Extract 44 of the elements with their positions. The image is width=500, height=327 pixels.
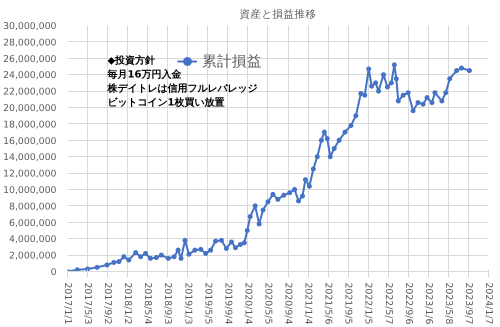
x-tick-label: 2017/1/1 [62,282,73,324]
annotation: ◆投資方針 [108,54,156,66]
y-tick-label: 14,000,000 [3,152,57,164]
y-tick-label: 0 [50,267,57,278]
y-tick-label: 24,000,000 [3,70,57,82]
x-tick-label: 2018/9/3 [162,282,174,324]
y-tick-label: 6,000,000 [9,218,57,229]
annotation: ビットコイン1枚買い放置 [108,96,224,108]
x-tick-label: 2018/1/2 [122,282,134,324]
x-tick-label: 2022/1/5 [362,282,374,324]
y-tick-label: 26,000,000 [3,54,57,65]
x-tick-label: 2018/5/4 [142,282,154,324]
y-tick-label: 18,000,000 [3,119,57,130]
annotation: 毎月16万円入金 [106,68,182,80]
x-tick-label: 2017/9/2 [102,282,114,324]
x-tick-label: 2020/9/4 [282,282,294,324]
annotation: 株デイトレは信用フルレバレッジ [106,82,258,94]
y-tick-label: 2,000,000 [9,250,57,262]
legend-label: 累計損益 [202,52,262,70]
x-tick-label: 2020/1/4 [242,282,254,324]
y-tick-label: 28,000,000 [3,37,57,48]
x-tick-label: 2019/9/4 [222,282,234,324]
x-tick-label: 2020/5/5 [262,282,274,324]
y-tick-label: 16,000,000 [3,136,57,147]
x-tick-label: 2021/5/6 [322,282,334,324]
chart-title: 資産と損益推移 [240,8,316,20]
x-tick-label: 2019/1/3 [182,282,194,324]
x-tick-label: 2023/9/7 [462,282,474,324]
x-tick-label: 2022/9/6 [402,282,414,324]
y-tick-label: 10,000,000 [3,185,57,196]
x-tick-label: 2019/5/5 [202,282,214,324]
x-tick-label: 2017/5/3 [82,282,94,324]
x-tick-label: 2023/5/8 [442,282,454,324]
y-tick-label: 20,000,000 [3,103,57,114]
y-tick-label: 30,000,000 [3,21,57,32]
y-tick-label: 8,000,000 [9,201,57,212]
x-tick-label: 2021/9/5 [342,282,354,324]
x-tick-label: 2022/5/7 [382,282,394,324]
x-tick-label: 2023/1/6 [422,282,434,324]
x-tick-label: 2024/1/7 [483,282,494,324]
y-tick-label: 4,000,000 [9,234,57,246]
x-tick-label: 2021/1/4 [302,282,314,324]
y-tick-label: 12,000,000 [3,168,57,180]
y-tick-label: 22,000,000 [3,86,57,98]
